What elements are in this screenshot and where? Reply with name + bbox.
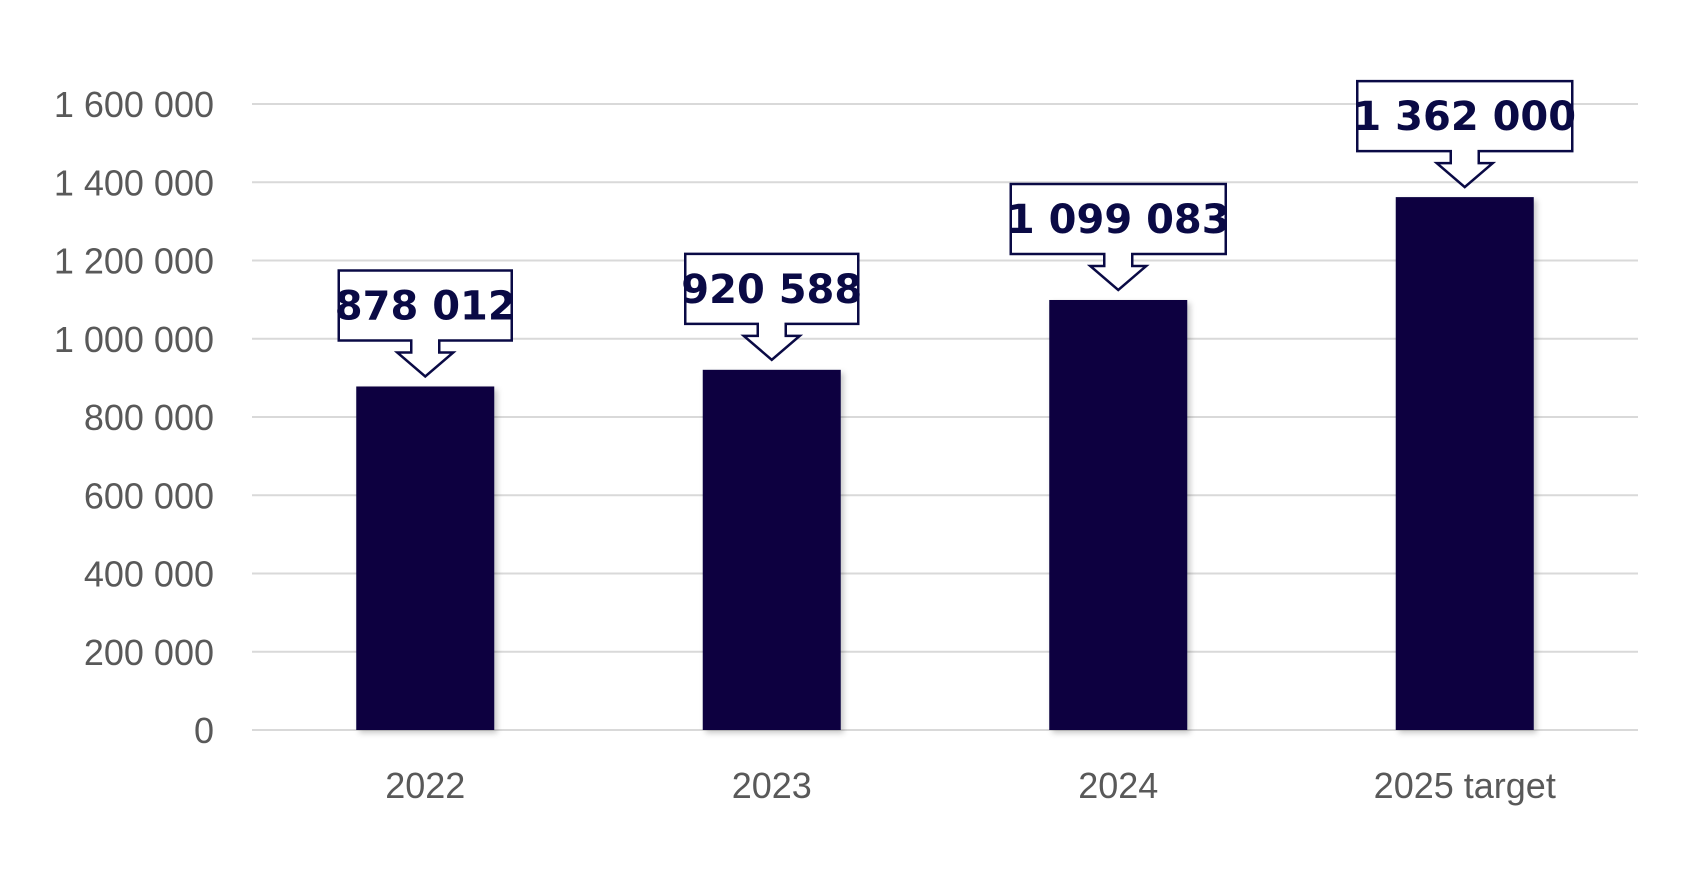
bar: [702, 369, 841, 730]
value-callout-box: [337, 269, 513, 379]
value-callout-box: [1356, 79, 1574, 189]
y-tick-label: 200 000: [84, 632, 214, 673]
value-callout-box: [1009, 182, 1227, 292]
value-callouts: 878 012 920 588 1 099 083 1 362 000: [335, 79, 1576, 379]
y-tick-label: 1 400 000: [54, 162, 214, 203]
y-tick-label: 0: [194, 710, 214, 751]
x-category-label: 2023: [732, 765, 812, 806]
y-tick-label: 1 000 000: [54, 319, 214, 360]
data-label: 1 099 083: [1007, 197, 1230, 243]
x-axis-category-labels: 2022 2023 2024 2025 target: [385, 765, 1556, 806]
bar: [356, 386, 495, 730]
bar: [1395, 197, 1534, 730]
data-label: 878 012: [335, 283, 516, 329]
data-label: 920 588: [681, 267, 862, 313]
y-tick-label: 400 000: [84, 554, 214, 595]
bars: [356, 197, 1534, 730]
y-tick-label: 1 200 000: [54, 241, 214, 282]
y-tick-label: 1 600 000: [54, 84, 214, 125]
y-axis-tick-labels: 0 200 000 400 000 600 000 800 000 1 000 000 1 …: [54, 84, 214, 751]
x-category-label: 2022: [385, 765, 465, 806]
data-label: 1 362 000: [1353, 94, 1576, 140]
bar: [1049, 299, 1188, 730]
x-category-label: 2024: [1078, 765, 1158, 806]
y-tick-label: 600 000: [84, 475, 214, 516]
value-callout-box: [684, 252, 860, 362]
x-category-label: 2025 target: [1374, 765, 1556, 806]
y-tick-label: 800 000: [84, 397, 214, 438]
